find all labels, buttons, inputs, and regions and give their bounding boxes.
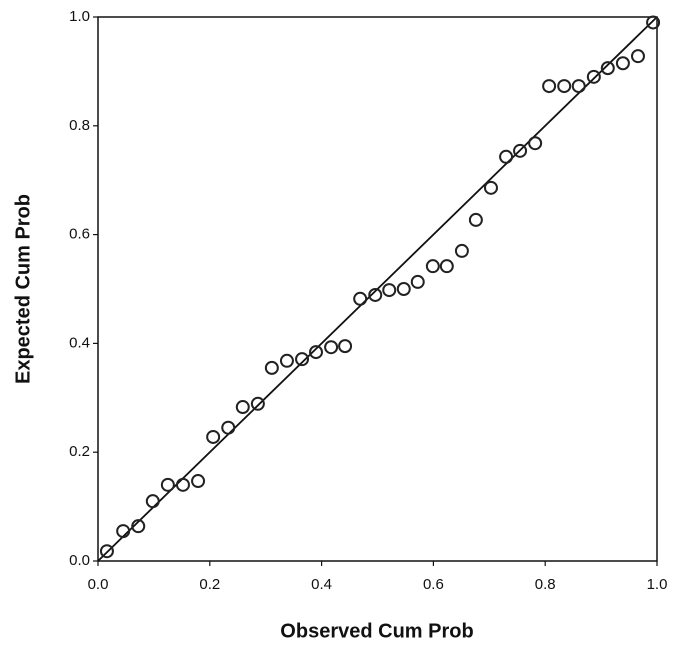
point — [513, 143, 528, 158]
point — [542, 79, 557, 94]
y-tick-label: 0.8 — [69, 117, 90, 134]
x-axis-title: Observed Cum Prob — [280, 620, 473, 642]
y-axis-title: Expected Cum Prob — [12, 194, 34, 384]
y-tick-label: 0.6 — [69, 226, 90, 243]
point — [528, 136, 543, 151]
y-tick-label: 1.0 — [69, 8, 90, 25]
point — [410, 274, 425, 289]
point — [382, 283, 397, 298]
point — [250, 396, 265, 411]
point — [175, 477, 190, 492]
point — [338, 339, 353, 354]
point — [279, 353, 294, 368]
point — [264, 360, 279, 375]
point — [396, 282, 411, 296]
x-tick-label: 0.2 — [199, 576, 220, 593]
x-tick-label: 0.6 — [423, 576, 444, 593]
x-tick-label: 1.0 — [647, 576, 668, 593]
point — [131, 519, 146, 534]
x-tick-label: 0.4 — [311, 576, 332, 593]
point — [439, 259, 454, 274]
point — [145, 494, 160, 509]
point — [368, 287, 383, 302]
x-tick-label: 0.0 — [88, 576, 109, 593]
point — [99, 544, 114, 559]
point — [235, 400, 250, 415]
point — [586, 69, 601, 84]
point — [353, 291, 368, 306]
point — [630, 49, 645, 64]
point — [468, 212, 483, 227]
point — [600, 61, 615, 76]
point — [571, 79, 586, 94]
point — [295, 352, 310, 367]
point — [615, 56, 630, 71]
point — [221, 420, 236, 435]
point — [557, 79, 572, 94]
point — [483, 180, 498, 195]
point — [646, 15, 661, 30]
point — [324, 340, 339, 355]
point — [191, 474, 206, 489]
y-tick-label: 0.2 — [69, 443, 90, 460]
point — [116, 524, 131, 539]
plot-area — [97, 16, 658, 562]
y-tick-label: 0.4 — [69, 334, 90, 351]
point — [499, 149, 514, 164]
point — [309, 345, 324, 360]
point — [454, 243, 469, 258]
point — [206, 429, 221, 444]
y-tick-label: 0.0 — [69, 552, 90, 569]
point — [425, 259, 440, 274]
point — [160, 477, 175, 492]
x-tick-label: 0.8 — [535, 576, 556, 593]
